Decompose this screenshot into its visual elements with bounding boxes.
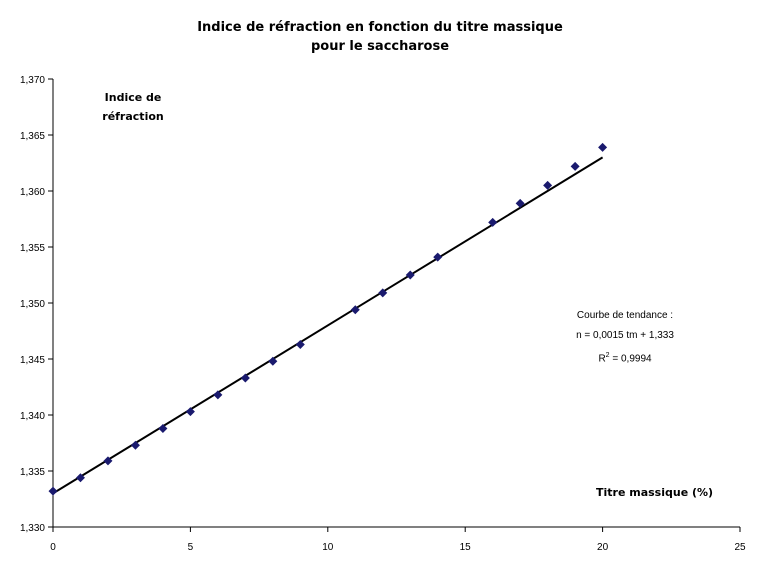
data-point (185, 407, 195, 417)
trendline-equation: n = 0,0015 tm + 1,333 (576, 330, 674, 341)
x-tick-label: 25 (734, 542, 746, 553)
data-point (213, 390, 223, 400)
x-tick-label: 5 (188, 542, 194, 553)
data-point (543, 180, 553, 190)
data-point (158, 423, 168, 433)
x-axis-label: Titre massique (%) (596, 486, 714, 499)
trendline-annotation: Courbe de tendance : n = 0,0015 tm + 1,3… (550, 306, 700, 369)
y-tick-label: 1,350 (20, 299, 45, 310)
data-point (433, 252, 443, 262)
y-tick-label: 1,360 (20, 187, 45, 198)
x-tick-label: 20 (597, 542, 609, 553)
trendline (52, 156, 604, 495)
data-point (103, 456, 113, 466)
data-point (240, 373, 250, 383)
r-squared-symbol: R (598, 353, 606, 365)
data-point (405, 270, 415, 280)
y-tick-label: 1,330 (20, 523, 45, 534)
chart-title-line-2: pour le saccharose (310, 39, 450, 54)
y-axis-label-line-1: Indice de (104, 91, 162, 104)
data-point (598, 142, 608, 152)
data-point (488, 217, 498, 227)
r-squared-value: = 0,9994 (609, 353, 652, 365)
y-axis-label: Indice de réfraction (88, 88, 178, 126)
data-point (570, 161, 580, 171)
data-point (515, 198, 525, 208)
y-tick-label: 1,355 (20, 243, 45, 254)
y-tick-label: 1,340 (20, 411, 45, 422)
y-tick-label: 1,370 (20, 75, 45, 86)
x-tick-label: 15 (460, 542, 472, 553)
y-axis-label-line-2: réfraction (102, 110, 164, 123)
data-point (350, 305, 360, 315)
x-tick-label: 0 (50, 542, 56, 553)
trendline-r-squared: R2 = 0,9994 (550, 346, 700, 369)
y-tick-label: 1,365 (20, 131, 45, 142)
data-point (75, 473, 85, 483)
data-point (268, 356, 278, 366)
chart-title: Indice de réfraction en fonction du titr… (0, 18, 760, 56)
trendline-caption: Courbe de tendance : (576, 310, 674, 321)
data-point (130, 440, 140, 450)
y-tick-label: 1,335 (20, 467, 45, 478)
x-tick-label: 10 (322, 542, 334, 553)
y-tick-label: 1,345 (20, 355, 45, 366)
data-point (295, 339, 305, 349)
data-point (48, 486, 58, 496)
chart-title-line-1: Indice de réfraction en fonction du titr… (197, 20, 563, 35)
r-squared-exponent: 2 (605, 352, 610, 359)
data-point (378, 288, 388, 298)
